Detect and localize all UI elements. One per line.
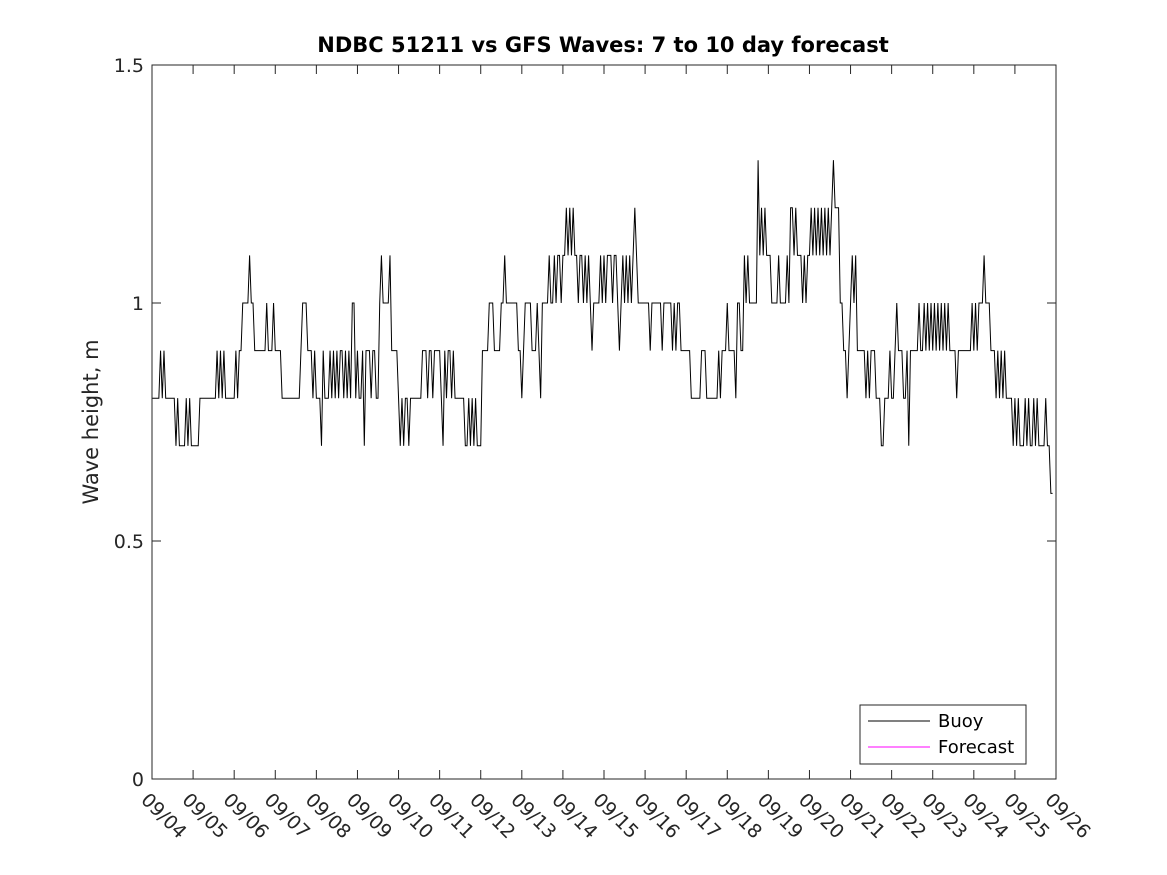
x-tick-label: 09/18 <box>712 789 766 843</box>
chart-title: NDBC 51211 vs GFS Waves: 7 to 10 day for… <box>317 33 888 57</box>
x-tick-label: 09/10 <box>383 789 437 843</box>
x-tick-label: 09/05 <box>178 789 232 843</box>
x-tick-label: 09/25 <box>999 789 1053 843</box>
y-tick-label: 1 <box>132 293 144 315</box>
x-tick-label: 09/22 <box>876 789 930 843</box>
x-tick-label: 09/04 <box>136 789 190 843</box>
legend-label-forecast: Forecast <box>938 737 1014 758</box>
x-tick-label: 09/07 <box>260 789 314 843</box>
y-tick-label: 0 <box>132 769 144 791</box>
x-tick-label: 09/13 <box>506 789 560 843</box>
x-tick-label: 09/14 <box>547 789 601 843</box>
series-layer <box>152 160 1053 494</box>
x-tick-label: 09/23 <box>917 789 971 843</box>
x-tick-label: 09/08 <box>301 789 355 843</box>
x-tick-label: 09/20 <box>794 789 848 843</box>
x-tick-label: 09/15 <box>588 789 642 843</box>
x-tick-label: 09/19 <box>753 789 807 843</box>
plot-area <box>152 65 1056 779</box>
x-tick-label: 09/16 <box>630 789 684 843</box>
x-tick-label: 09/24 <box>958 789 1012 843</box>
legend-label-buoy: Buoy <box>938 711 984 732</box>
x-tick-label: 09/21 <box>835 789 889 843</box>
legend: Buoy Forecast <box>859 704 1027 765</box>
x-tick-label: 09/26 <box>1040 789 1094 843</box>
x-tick-label: 09/11 <box>424 789 478 843</box>
x-tick-label: 09/12 <box>465 789 519 843</box>
legend-box <box>859 704 1027 765</box>
x-tick-label: 09/17 <box>671 789 725 843</box>
y-tick-label: 0.5 <box>114 531 144 553</box>
x-tick-label: 09/09 <box>342 789 396 843</box>
x-tick-label: 09/06 <box>219 789 273 843</box>
y-axis-label: Wave height, m <box>79 339 103 504</box>
series-line-buoy <box>152 160 1053 494</box>
y-tick-label: 1.5 <box>114 55 144 77</box>
